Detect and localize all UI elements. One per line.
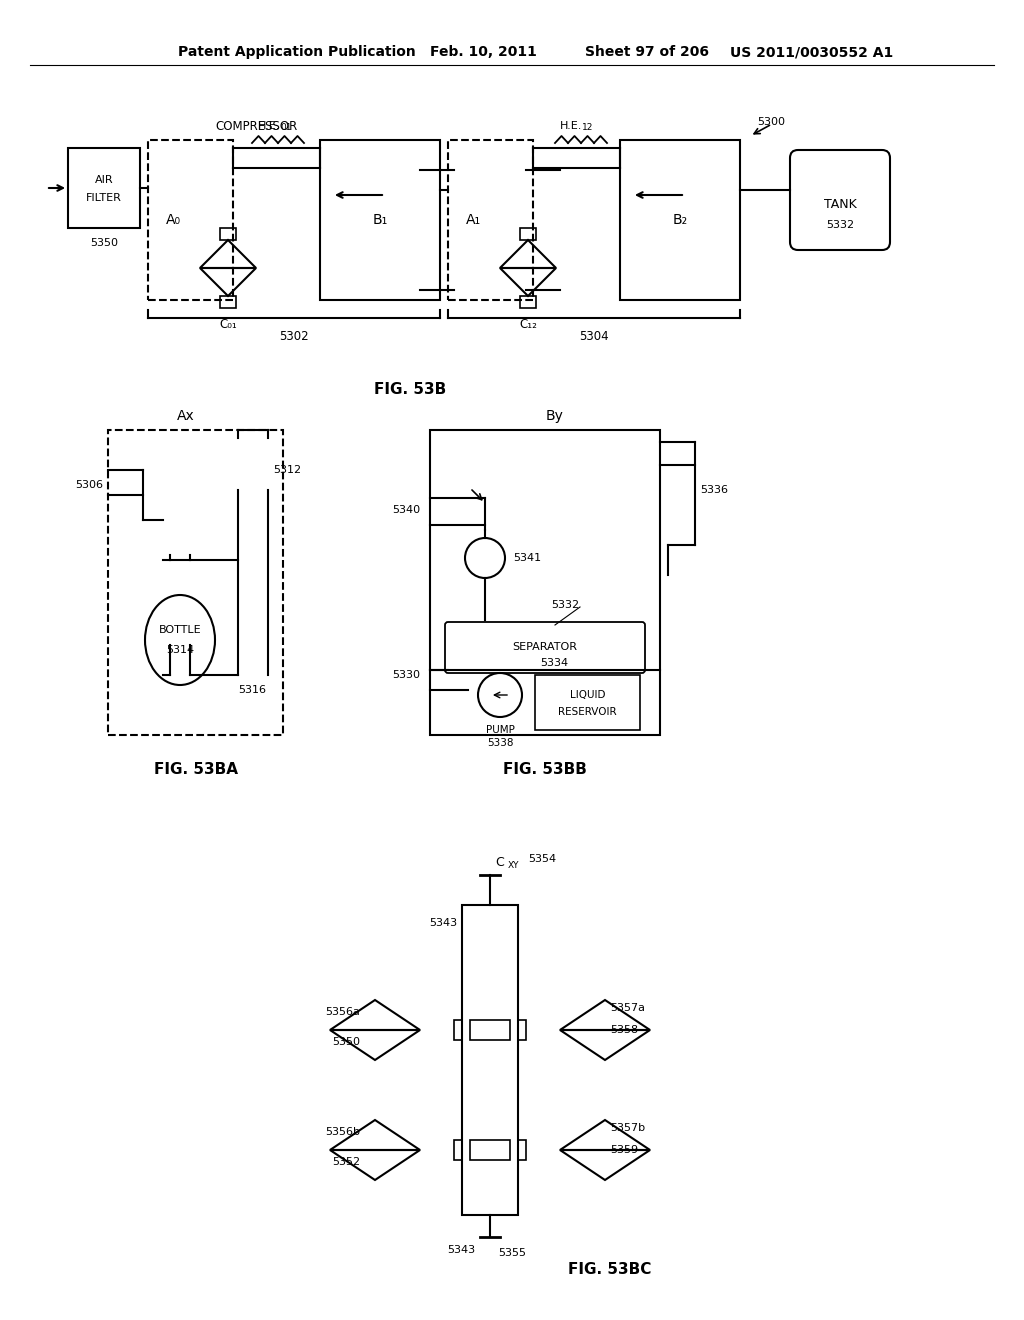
Text: FIG. 53B: FIG. 53B <box>374 383 446 397</box>
Text: 5316: 5316 <box>238 685 266 696</box>
Text: A₁: A₁ <box>466 213 480 227</box>
Text: 5354: 5354 <box>528 854 556 865</box>
Bar <box>220 296 236 308</box>
Text: A₀: A₀ <box>166 213 180 227</box>
Bar <box>108 430 283 735</box>
Text: 5357b: 5357b <box>610 1123 645 1133</box>
Text: 5338: 5338 <box>486 738 513 748</box>
Text: FIG. 53BA: FIG. 53BA <box>154 763 238 777</box>
Text: Patent Application Publication: Patent Application Publication <box>178 45 416 59</box>
Text: 01: 01 <box>280 124 292 132</box>
Text: AIR: AIR <box>94 176 114 185</box>
Bar <box>518 1020 526 1040</box>
Text: H.E.: H.E. <box>560 121 583 131</box>
Text: 5302: 5302 <box>280 330 309 342</box>
Bar <box>454 1140 462 1160</box>
Text: BOTTLE: BOTTLE <box>159 624 202 635</box>
Text: US 2011/0030552 A1: US 2011/0030552 A1 <box>730 45 893 59</box>
Bar <box>470 1140 510 1160</box>
Bar <box>220 228 236 240</box>
Text: 12: 12 <box>582 124 593 132</box>
Text: 5343: 5343 <box>429 917 457 928</box>
Bar <box>319 140 440 300</box>
Text: 5306: 5306 <box>75 480 103 490</box>
Text: Ax: Ax <box>176 409 195 422</box>
Bar <box>520 296 536 308</box>
Bar <box>449 140 534 300</box>
Bar <box>454 1020 462 1040</box>
Text: By: By <box>546 409 564 422</box>
Text: 5356a: 5356a <box>326 1007 360 1016</box>
Bar <box>535 675 640 730</box>
Bar <box>68 148 140 228</box>
Text: 5334: 5334 <box>540 657 568 668</box>
Bar <box>620 140 740 300</box>
Text: 5300: 5300 <box>757 117 785 127</box>
Text: H.E.: H.E. <box>258 121 281 131</box>
Text: PUMP: PUMP <box>485 725 514 735</box>
Text: SEPARATOR: SEPARATOR <box>512 642 578 652</box>
Text: 5332: 5332 <box>551 601 579 610</box>
Text: 5355: 5355 <box>498 1247 526 1258</box>
Text: 5359: 5359 <box>610 1144 638 1155</box>
Text: 5358: 5358 <box>610 1026 638 1035</box>
Text: 5312: 5312 <box>273 465 301 475</box>
Text: 5357a: 5357a <box>610 1003 645 1012</box>
Text: FIG. 53BC: FIG. 53BC <box>568 1262 651 1278</box>
Text: 5304: 5304 <box>580 330 609 342</box>
Text: XY: XY <box>508 861 519 870</box>
Bar <box>518 1140 526 1160</box>
Text: C: C <box>495 857 504 870</box>
Bar <box>462 906 518 1214</box>
Text: 5314: 5314 <box>166 645 195 655</box>
Text: 5341: 5341 <box>513 553 541 564</box>
Text: 5336: 5336 <box>700 484 728 495</box>
Text: 5352: 5352 <box>332 1158 360 1167</box>
Text: Sheet 97 of 206: Sheet 97 of 206 <box>585 45 709 59</box>
Bar <box>520 228 536 240</box>
Text: B₂: B₂ <box>673 213 687 227</box>
Bar <box>148 140 233 300</box>
Text: COMPRESSOR: COMPRESSOR <box>215 120 297 132</box>
Text: 5356b: 5356b <box>325 1127 360 1137</box>
Text: FIG. 53BB: FIG. 53BB <box>503 763 587 777</box>
Bar <box>470 1020 510 1040</box>
Text: 5350: 5350 <box>90 238 118 248</box>
Text: 5332: 5332 <box>826 220 854 230</box>
Text: FILTER: FILTER <box>86 193 122 203</box>
Text: 5350: 5350 <box>332 1038 360 1047</box>
Text: RESERVOIR: RESERVOIR <box>558 708 616 717</box>
Text: C₀₁: C₀₁ <box>219 318 237 331</box>
Text: 5330: 5330 <box>392 671 420 680</box>
Text: TANK: TANK <box>823 198 856 211</box>
Text: LIQUID: LIQUID <box>569 690 605 700</box>
Text: C₁₂: C₁₂ <box>519 318 537 331</box>
Text: Feb. 10, 2011: Feb. 10, 2011 <box>430 45 537 59</box>
Text: 5343: 5343 <box>446 1245 475 1255</box>
Bar <box>430 430 660 735</box>
Text: 5340: 5340 <box>392 506 420 515</box>
Text: B₁: B₁ <box>373 213 388 227</box>
